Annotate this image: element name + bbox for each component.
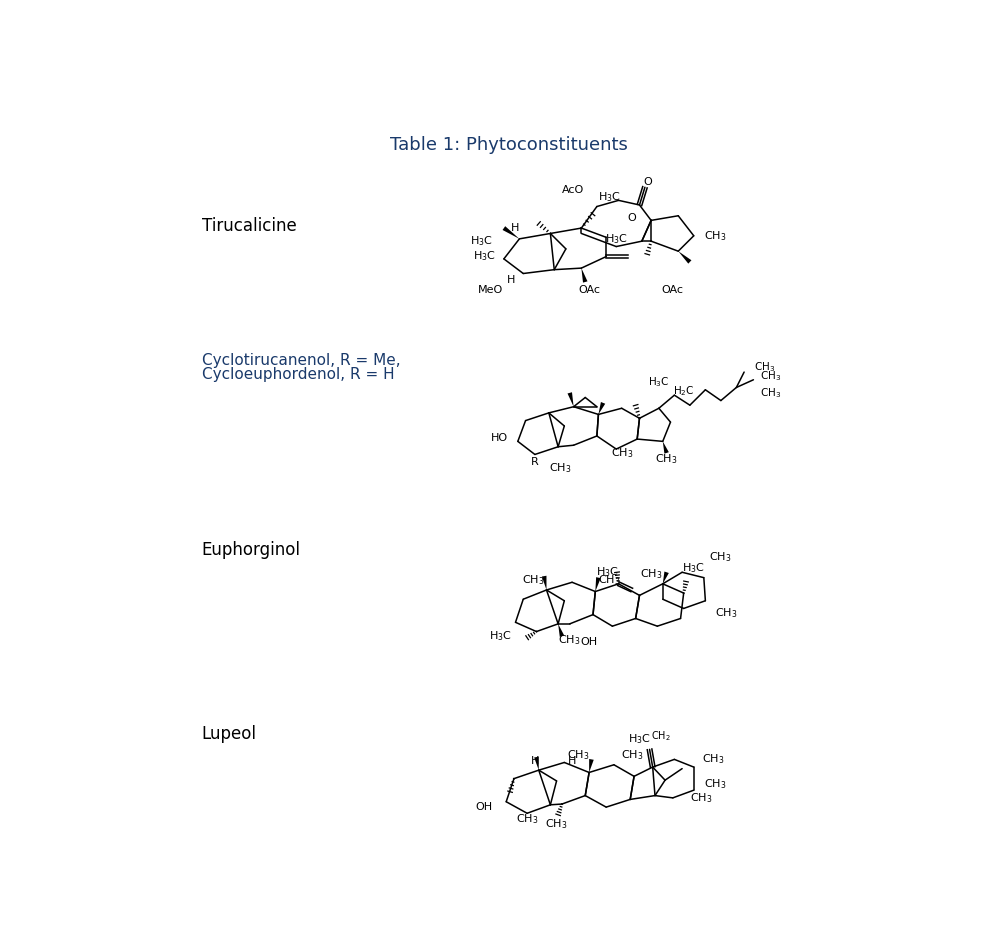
Text: CH$_3$: CH$_3$ [545,817,568,831]
Text: CH$_3$: CH$_3$ [701,752,724,767]
Text: CH$_3$: CH$_3$ [655,452,678,466]
Polygon shape [678,251,691,263]
Polygon shape [558,624,564,637]
Text: CH$_3$: CH$_3$ [549,461,571,476]
Text: H$_2$C: H$_2$C [673,384,694,398]
Text: H$_3$C: H$_3$C [489,630,511,643]
Text: CH$_3$: CH$_3$ [715,606,737,620]
Text: OAc: OAc [661,284,683,295]
Text: OAc: OAc [578,284,600,295]
Text: H$_3$C: H$_3$C [470,234,494,248]
Text: R: R [531,457,539,467]
Text: H$_3$C: H$_3$C [474,250,496,263]
Text: H$_3$C: H$_3$C [599,190,622,204]
Text: H$_3$C: H$_3$C [629,732,651,747]
Polygon shape [662,441,669,454]
Polygon shape [589,759,594,772]
Text: CH$_2$: CH$_2$ [651,729,671,743]
Polygon shape [534,757,539,770]
Text: H$_3$C: H$_3$C [682,561,705,575]
Text: CH$_3$: CH$_3$ [621,747,643,762]
Text: Cycloeuphordenol, R = H: Cycloeuphordenol, R = H [202,367,394,381]
Text: Tirucalicine: Tirucalicine [202,217,296,235]
Text: H: H [507,275,515,284]
Text: O: O [642,177,651,187]
Text: Table 1: Phytoconstituents: Table 1: Phytoconstituents [389,136,628,154]
Text: OH: OH [581,636,598,647]
Polygon shape [581,268,588,282]
Text: Cyclotirucanenol, R = Me,: Cyclotirucanenol, R = Me, [202,353,400,368]
Text: H: H [568,756,576,766]
Text: MeO: MeO [478,284,503,295]
Text: CH$_3$: CH$_3$ [755,359,776,374]
Text: CH$_3$: CH$_3$ [704,777,726,791]
Text: H$_3$C: H$_3$C [606,232,629,245]
Text: CH$_3$: CH$_3$ [709,550,732,564]
Text: CH$_3$: CH$_3$ [558,633,581,647]
Text: H: H [511,223,519,233]
Text: CH$_3$: CH$_3$ [760,369,780,383]
Text: AcO: AcO [561,184,584,195]
Polygon shape [502,226,519,239]
Text: CH$_3$: CH$_3$ [516,812,538,825]
Text: CH$_3$: CH$_3$ [690,791,713,805]
Text: CH$_3$: CH$_3$ [612,446,634,460]
Polygon shape [568,392,574,407]
Text: CH$_3$: CH$_3$ [704,229,726,243]
Text: Euphorginol: Euphorginol [202,541,301,559]
Text: Lupeol: Lupeol [202,725,256,743]
Polygon shape [599,402,606,415]
Text: CH$_3$: CH$_3$ [599,573,621,587]
Text: CH$_3$: CH$_3$ [567,747,589,762]
Text: HO: HO [491,433,507,442]
Text: H: H [530,756,539,766]
Text: CH$_3$: CH$_3$ [521,573,544,587]
Polygon shape [542,575,546,590]
Polygon shape [662,572,669,584]
Text: OH: OH [475,802,493,812]
Text: CH$_3$: CH$_3$ [760,386,780,399]
Text: H$_3$C: H$_3$C [596,566,619,579]
Text: H$_3$C: H$_3$C [648,376,669,389]
Polygon shape [596,577,601,592]
Text: O: O [628,213,637,223]
Text: CH$_3$: CH$_3$ [640,568,662,581]
